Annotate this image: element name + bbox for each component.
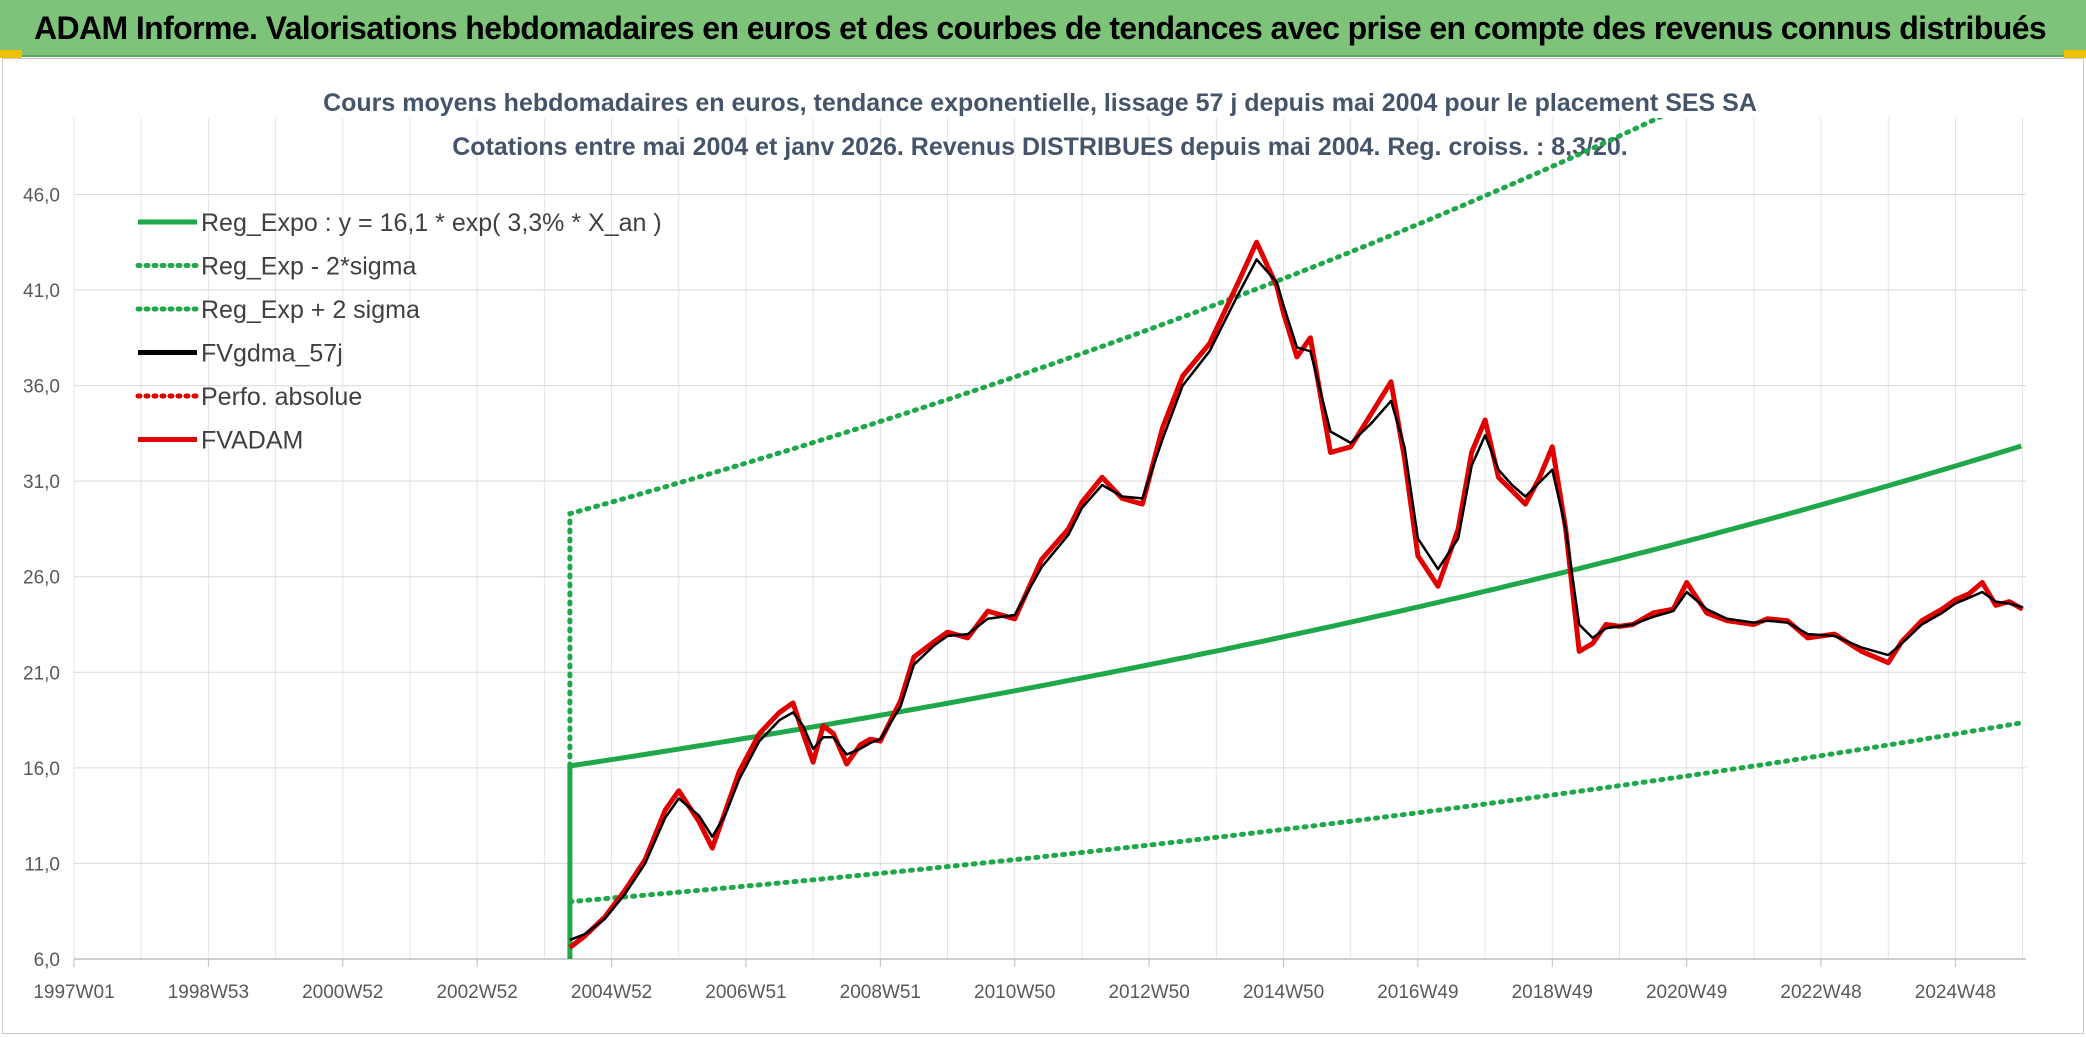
x-tick-label: 2004W52 [571, 982, 652, 1003]
series-reg-upper [567, 118, 1664, 769]
legend-label: Reg_Expo : y = 16,1 * exp( 3,3% * X_an ) [201, 209, 662, 237]
series-fvadam [568, 239, 2024, 950]
x-tick-label: 2006W51 [705, 982, 786, 1003]
corner-mark-right [2064, 50, 2086, 58]
chart-frame [2, 58, 2084, 1034]
legend-label: Perfo. absolue [201, 383, 362, 411]
y-tick-label: 31,0 [23, 472, 60, 493]
x-tick-label: 2020W49 [1646, 982, 1727, 1003]
legend-label: Reg_Exp - 2*sigma [201, 253, 416, 281]
y-tick-label: 16,0 [23, 759, 60, 780]
x-tick-label: 1997W01 [33, 982, 114, 1003]
plot-area [567, 118, 2024, 959]
legend-label: FVgdma_57j [201, 340, 343, 368]
gridlines [73, 118, 2026, 960]
x-tick-label: 2016W49 [1377, 982, 1458, 1003]
chart-title-line1: Cours moyens hebdomadaires en euros, ten… [323, 89, 1757, 117]
report-title: ADAM Informe. Valorisations hebdomadaire… [34, 10, 2047, 46]
report-banner: ADAM Informe. Valorisations hebdomadaire… [0, 0, 2086, 57]
legend-label: Reg_Exp + 2 sigma [201, 296, 420, 324]
x-tick-label: 2014W50 [1243, 982, 1324, 1003]
x-tick-label: 2000W52 [302, 982, 383, 1003]
y-tick-label: 21,0 [23, 663, 60, 684]
x-tick-label: 2008W51 [840, 982, 921, 1003]
y-axis-ticks: 6,0 11,0 16,0 21,0 26,0 31,0 36,0 41,0 46,0 [23, 185, 60, 971]
y-tick-label: 41,0 [23, 281, 60, 302]
y-tick-label: 46,0 [23, 185, 60, 206]
x-tick-label: 2012W50 [1108, 982, 1189, 1003]
chart-title-line2: Cotations entre mai 2004 et janv 2026. R… [452, 133, 1627, 161]
corner-mark-left [0, 50, 22, 58]
legend-label: FVADAM [201, 427, 303, 455]
x-axis-ticks: 1997W01 1998W53 2000W52 2002W52 2004W52 2006W… [33, 959, 1996, 1003]
y-tick-label: 26,0 [23, 568, 60, 589]
x-tick-label: 2002W52 [436, 982, 517, 1003]
x-tick-label: 2022W48 [1780, 982, 1861, 1003]
y-tick-label: 11,0 [24, 854, 60, 875]
x-tick-label: 2018W49 [1512, 982, 1593, 1003]
series-reg-lower [567, 720, 2024, 905]
y-tick-label: 6,0 [34, 950, 60, 971]
y-tick-label: 36,0 [23, 377, 60, 398]
series-reg-expo [567, 443, 2023, 959]
x-tick-label: 1998W53 [168, 982, 249, 1003]
legend: Reg_Expo : y = 16,1 * exp( 3,3% * X_an )… [135, 209, 662, 455]
x-tick-label: 2024W48 [1915, 982, 1996, 1003]
x-tick-label: 2010W50 [974, 982, 1055, 1003]
series-fvgdma [569, 258, 2023, 942]
